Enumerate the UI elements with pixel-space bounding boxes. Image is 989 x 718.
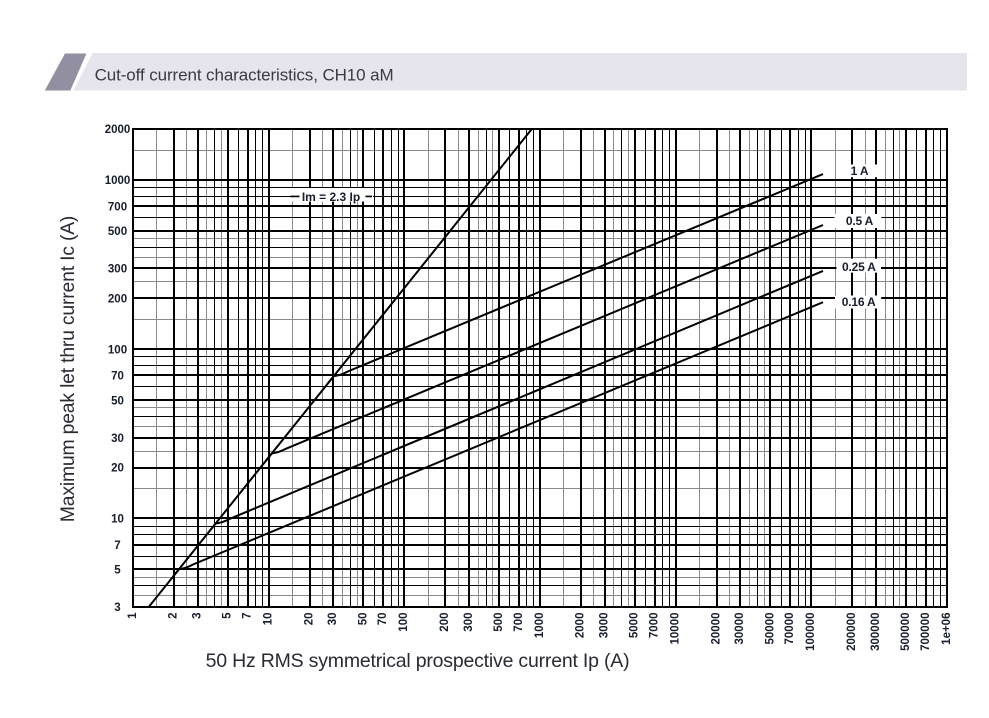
svg-text:7000: 7000: [649, 613, 661, 639]
svg-text:300: 300: [463, 613, 475, 632]
svg-text:2: 2: [168, 613, 180, 619]
svg-text:1: 1: [127, 612, 139, 619]
svg-text:200: 200: [439, 613, 451, 632]
svg-text:7: 7: [242, 613, 254, 619]
svg-text:20: 20: [111, 463, 124, 475]
svg-text:20000: 20000: [710, 613, 722, 645]
svg-text:1 A: 1 A: [851, 164, 869, 178]
svg-text:Cut-off current characteristic: Cut-off current characteristics, CH10 aM: [95, 66, 394, 85]
svg-text:700: 700: [108, 201, 127, 213]
svg-text:1000: 1000: [105, 175, 131, 187]
svg-text:100000: 100000: [805, 613, 817, 651]
svg-text:70: 70: [377, 613, 389, 626]
svg-text:Im = 2.3 Ip: Im = 2.3 Ip: [302, 190, 360, 204]
svg-text:5: 5: [222, 612, 234, 619]
svg-text:70: 70: [111, 371, 124, 383]
svg-text:500000: 500000: [900, 613, 912, 651]
svg-text:300000: 300000: [870, 613, 882, 651]
svg-text:1e+06: 1e+06: [941, 613, 953, 645]
svg-text:10000: 10000: [670, 613, 682, 645]
svg-text:Maximum peak let thru current: Maximum peak let thru current Ic (A): [57, 216, 79, 522]
svg-text:5000: 5000: [629, 613, 641, 639]
svg-text:30: 30: [111, 433, 124, 445]
svg-text:0.16 A: 0.16 A: [842, 295, 876, 309]
svg-text:0.5 A: 0.5 A: [846, 214, 874, 228]
svg-text:50000: 50000: [764, 613, 776, 645]
svg-text:30000: 30000: [734, 613, 746, 645]
svg-text:1000: 1000: [534, 613, 546, 639]
svg-text:100: 100: [108, 344, 127, 356]
svg-text:700: 700: [513, 613, 525, 632]
svg-text:200000: 200000: [846, 613, 858, 651]
svg-text:3000: 3000: [599, 613, 611, 639]
svg-text:7: 7: [114, 540, 120, 552]
svg-text:500: 500: [493, 613, 505, 632]
svg-text:10: 10: [263, 613, 275, 626]
svg-text:3: 3: [114, 602, 120, 614]
svg-text:70000: 70000: [784, 613, 796, 645]
svg-text:200: 200: [108, 294, 127, 306]
svg-text:10: 10: [111, 514, 124, 526]
svg-text:30: 30: [327, 613, 339, 626]
svg-text:700000: 700000: [920, 613, 932, 651]
svg-text:50 Hz RMS symmetrical prospect: 50 Hz RMS symmetrical prospective curren…: [206, 650, 630, 672]
svg-text:5: 5: [114, 565, 121, 577]
svg-text:20: 20: [303, 613, 315, 626]
svg-text:3: 3: [192, 613, 204, 619]
svg-text:50: 50: [111, 395, 124, 407]
svg-text:100: 100: [398, 613, 410, 632]
svg-text:2000: 2000: [575, 613, 587, 639]
svg-text:50: 50: [357, 613, 369, 626]
svg-text:500: 500: [108, 226, 127, 238]
svg-text:300: 300: [108, 264, 127, 276]
svg-text:2000: 2000: [105, 124, 131, 136]
svg-text:0.25 A: 0.25 A: [842, 260, 876, 274]
